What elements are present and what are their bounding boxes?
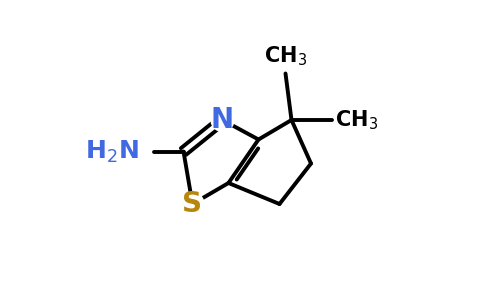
Text: CH$_3$: CH$_3$ bbox=[264, 44, 307, 68]
Text: N: N bbox=[211, 106, 234, 134]
Circle shape bbox=[211, 109, 234, 131]
Text: S: S bbox=[182, 190, 202, 218]
Text: CH$_3$: CH$_3$ bbox=[335, 108, 378, 132]
Circle shape bbox=[181, 193, 204, 215]
Text: H$_2$N: H$_2$N bbox=[85, 138, 138, 165]
